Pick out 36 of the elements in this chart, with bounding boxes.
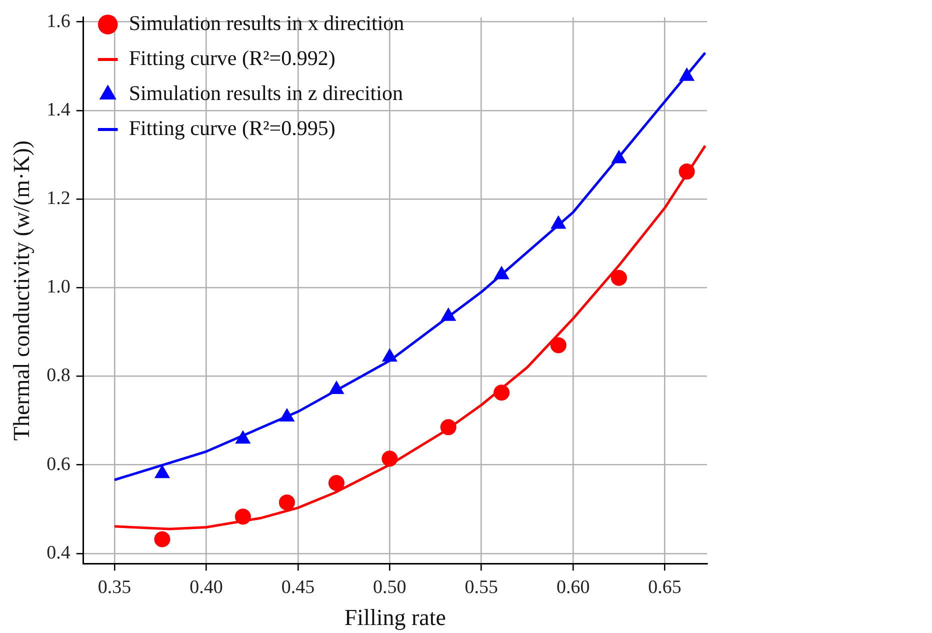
x-tick-label: 0.50 [373, 576, 406, 598]
point [278, 494, 295, 510]
y-tick-label: 1.4 [46, 99, 71, 120]
point [234, 508, 251, 525]
point [382, 348, 398, 362]
x-tick-label: 0.60 [556, 576, 590, 598]
point [440, 307, 456, 321]
point [494, 384, 510, 401]
x-tick-label: 0.55 [464, 576, 498, 598]
legend-label: Fitting curve (R²=0.992) [128, 46, 336, 70]
point [154, 531, 170, 548]
x-tick-label: 0.65 [648, 576, 682, 598]
point [328, 474, 344, 491]
y-tick-label: 1.0 [46, 276, 70, 298]
x-tick-label: 0.45 [281, 576, 315, 598]
x-tick-label: 0.35 [98, 576, 132, 598]
point [550, 337, 566, 354]
point [679, 67, 695, 81]
legend-label: Simulation results in x direcition [128, 11, 405, 36]
point [494, 266, 510, 280]
point [550, 215, 566, 229]
legend-label: Fitting curve (R²=0.995) [128, 116, 336, 140]
y-tick-label: 0.8 [46, 365, 70, 386]
point [611, 150, 627, 164]
y-tick-label: 1.2 [46, 188, 70, 210]
point [382, 450, 398, 467]
y-tick-label: 0.6 [46, 454, 70, 475]
point [610, 270, 627, 286]
y-tick-label: 0.4 [46, 542, 71, 564]
x-tick-label: 0.40 [190, 576, 223, 598]
x-axis-title: Filling rate [344, 605, 446, 630]
point [328, 380, 344, 394]
legend-label: Simulation results in z direcition [128, 81, 404, 106]
point [440, 419, 456, 436]
y-tick-label: 1.6 [46, 10, 70, 32]
y-axis-title: Thermal conductivity (w/(m·K)) [8, 140, 34, 441]
